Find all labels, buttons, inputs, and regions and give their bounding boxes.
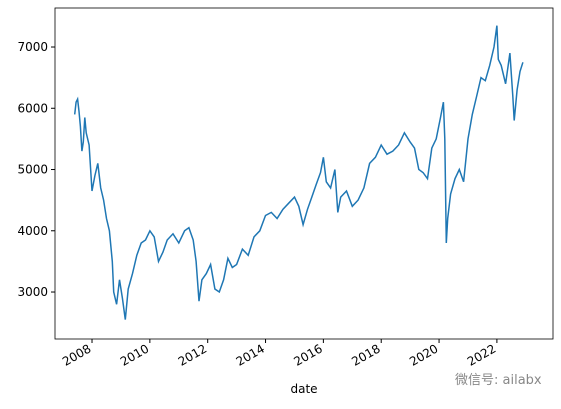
line (73, 25, 524, 320)
y-tick-label: 4000 (17, 224, 48, 238)
y-tick-label: 7000 (17, 40, 48, 54)
x-axis-label: date (290, 382, 317, 396)
plot-frame (54, 7, 554, 340)
watermark: 微信号: ailabx (455, 373, 542, 388)
x-tick-label: 2010 (118, 341, 151, 368)
y-tick-label: 5000 (17, 163, 48, 177)
y-tick-label: 6000 (17, 101, 48, 115)
x-tick-label: 2008 (60, 341, 93, 368)
y-tick-label: 3000 (17, 285, 48, 299)
x-tick-label: 2020 (407, 341, 440, 368)
x-tick-label: 2018 (349, 341, 382, 368)
x-tick-label: 2012 (176, 341, 209, 368)
x-tick-label: 2014 (234, 341, 267, 368)
x-tick-label: 2016 (291, 341, 324, 368)
x-tick-label: 2022 (465, 341, 498, 368)
